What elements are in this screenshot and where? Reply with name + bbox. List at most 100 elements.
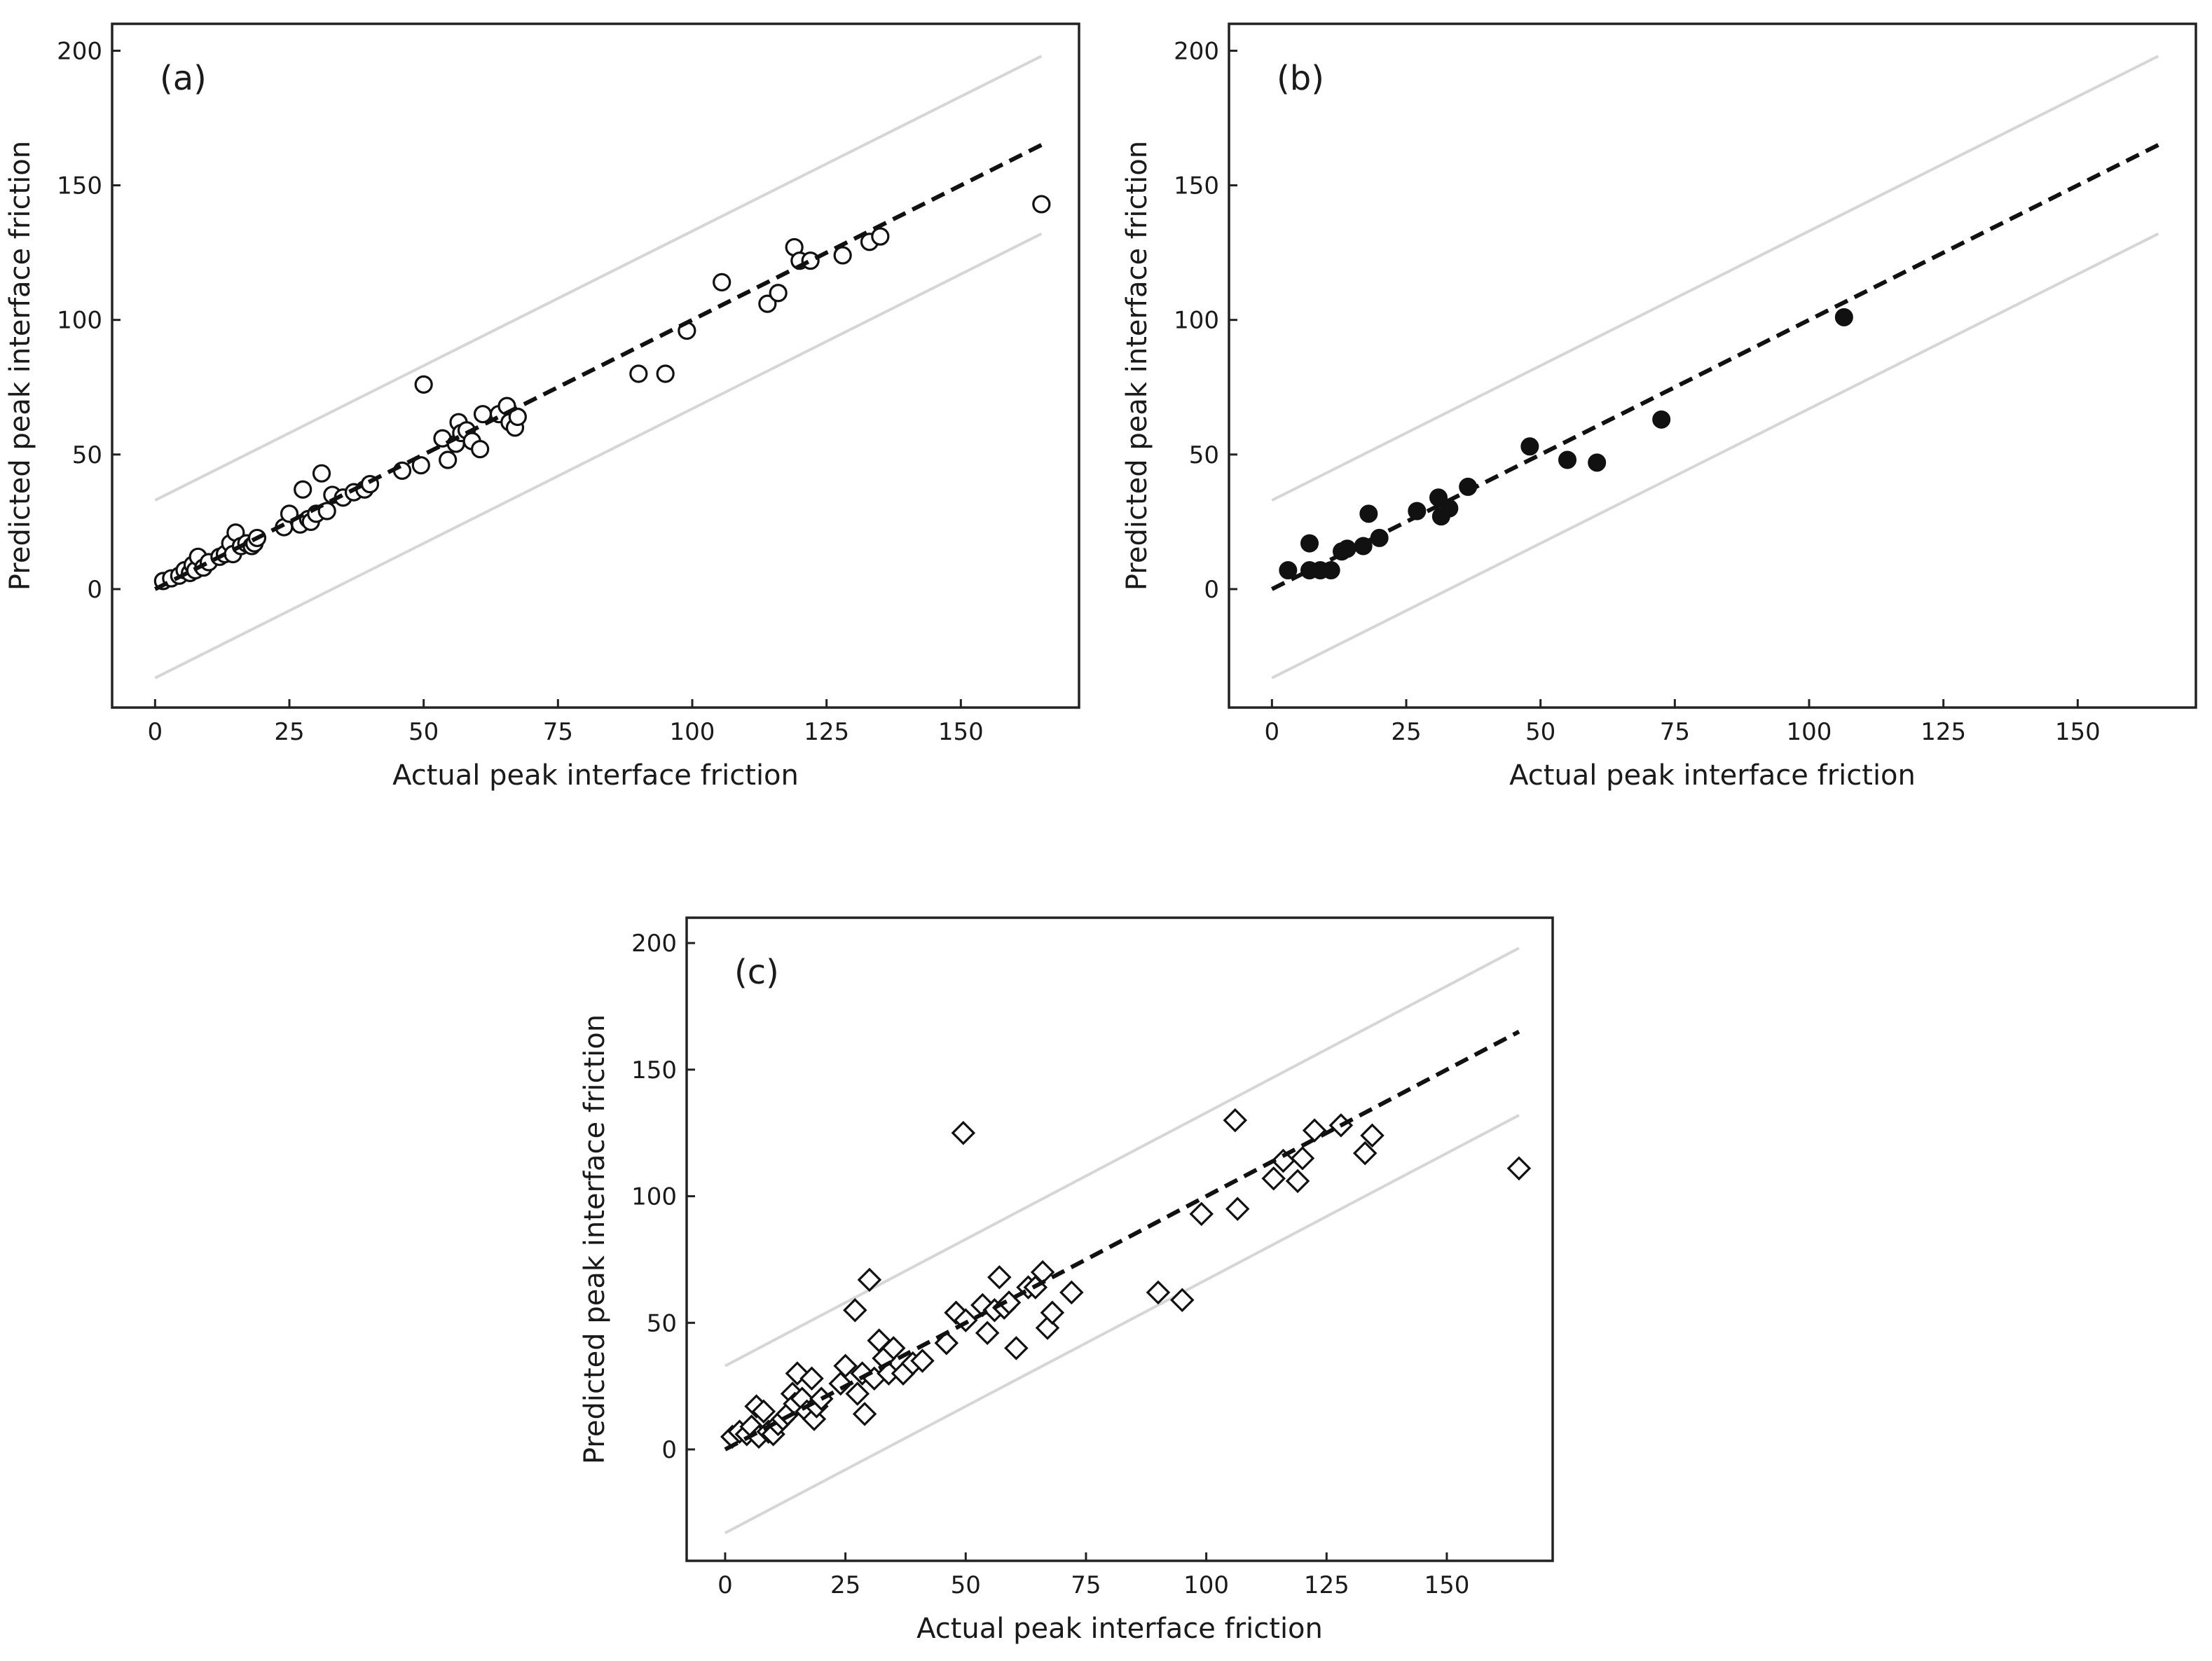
y-axis-title-b: Predicted peak interface friction (1121, 141, 1153, 591)
data-point-c (751, 1399, 776, 1424)
data-point-a (629, 364, 648, 383)
data-point-c (987, 1264, 1012, 1290)
x-tick-label-a: 150 (938, 718, 984, 746)
data-point-c (910, 1349, 935, 1373)
plot-frame-c (685, 916, 1554, 1562)
identity-line-b (1270, 143, 2159, 591)
x-tick-label-b: 100 (1787, 718, 1832, 746)
data-point-c (881, 1336, 906, 1360)
y-tick-label-b: 200 (1174, 37, 1219, 65)
data-point-b (1359, 504, 1378, 523)
plot-frame-b (1228, 22, 2197, 709)
y-axis-title-a: Predicted peak interface friction (4, 141, 36, 591)
data-point-c (852, 1402, 877, 1426)
x-tick-label-b: 25 (1391, 718, 1421, 746)
panel-label-c: (c) (734, 953, 779, 992)
y-tick-label-a: 50 (72, 441, 102, 469)
y-tick-label-c: 200 (631, 930, 677, 958)
x-tick-label-b: 125 (1921, 718, 1966, 746)
data-point-c (1290, 1146, 1315, 1171)
x-tick-label-c: 125 (1304, 1571, 1349, 1599)
y-tick-label-c: 100 (631, 1183, 677, 1211)
x-tick-label-c: 25 (830, 1571, 860, 1599)
x-tick-label-b: 75 (1660, 718, 1690, 746)
x-axis-title-c: Actual peak interface friction (916, 1613, 1323, 1645)
data-point-c (857, 1267, 882, 1293)
y-tick-label-b: 100 (1174, 307, 1219, 335)
data-point-a (414, 375, 433, 394)
data-point-b (1588, 453, 1607, 472)
data-point-b (1520, 437, 1539, 456)
data-point-c (1040, 1300, 1065, 1325)
x-tick-label-a: 125 (804, 718, 849, 746)
data-point-c (1059, 1280, 1084, 1305)
data-point-a (769, 284, 788, 303)
x-tick-label-c: 50 (951, 1571, 981, 1599)
y-tick-label-a: 150 (57, 172, 102, 200)
identity-line-a (153, 143, 1043, 591)
x-tick-label-b: 0 (1265, 718, 1280, 746)
data-point-a (312, 464, 331, 483)
x-tick-label-a: 75 (543, 718, 573, 746)
data-point-c (1285, 1169, 1310, 1194)
data-point-c (1352, 1140, 1378, 1166)
panel-label-a: (a) (160, 59, 207, 98)
data-point-b (1321, 561, 1340, 580)
data-point-a (439, 450, 458, 469)
x-tick-label-a: 0 (148, 718, 163, 746)
data-point-c (833, 1353, 858, 1378)
data-point-c (1360, 1123, 1385, 1148)
x-tick-label-a: 25 (274, 718, 304, 746)
y-tick-label-a: 0 (87, 576, 102, 604)
data-point-b (1558, 450, 1576, 469)
panel-b: 0 25 50 75 100 125 150 0 50 100 150 200 Actual peak … (1121, 22, 2197, 792)
panel-c: 0 25 50 75 100 125 150 0 50 100 150 200 Actual peak … (579, 916, 1554, 1645)
data-point-c (1225, 1197, 1250, 1221)
data-point-c (1261, 1166, 1286, 1191)
data-point-b (1652, 410, 1671, 429)
data-point-a (713, 273, 731, 291)
y-tick-label-c: 50 (647, 1309, 677, 1337)
data-point-a (294, 480, 312, 499)
data-point-c (1223, 1108, 1248, 1133)
lower-bound-line-b (1271, 232, 2159, 680)
data-point-a (471, 440, 490, 459)
data-point-c (1146, 1280, 1171, 1305)
data-point-c (975, 1321, 1000, 1345)
data-point-c (1004, 1336, 1029, 1360)
data-point-c (1189, 1201, 1214, 1227)
x-axis-title-a: Actual peak interface friction (392, 759, 799, 792)
data-point-c (1506, 1156, 1532, 1181)
data-point-a (871, 227, 890, 246)
upper-bound-line-c (724, 946, 1520, 1367)
x-tick-label-c: 100 (1183, 1571, 1229, 1599)
x-axis-title-b: Actual peak interface friction (1509, 759, 1916, 792)
x-tick-label-b: 150 (2055, 718, 2101, 746)
panel-a: 0 25 50 75 100 125 150 0 50 100 150 200 Actual peak … (4, 22, 1080, 792)
data-point-b (1834, 308, 1853, 326)
data-point-b (1300, 534, 1319, 553)
data-point-a (833, 246, 852, 265)
data-point-a (758, 294, 777, 313)
panel-label-b: (b) (1277, 59, 1324, 98)
plot-frame-a (111, 22, 1080, 709)
y-tick-label-a: 200 (57, 37, 102, 65)
data-point-a (656, 364, 675, 383)
data-point-a (411, 456, 430, 475)
lower-bound-line-c (724, 1114, 1520, 1535)
lower-bound-line-a (154, 232, 1043, 680)
identity-line-c (724, 1029, 1520, 1452)
y-tick-label-c: 150 (631, 1056, 677, 1084)
data-point-a (1032, 195, 1051, 214)
data-point-c (843, 1297, 867, 1323)
x-tick-label-a: 50 (408, 718, 439, 746)
y-tick-label-c: 0 (661, 1436, 677, 1464)
y-axis-title-c: Predicted peak interface friction (579, 1014, 611, 1464)
data-point-c (799, 1366, 824, 1391)
data-point-c (1271, 1148, 1296, 1173)
x-tick-label-c: 75 (1071, 1571, 1101, 1599)
upper-bound-line-b (1271, 55, 2159, 502)
x-tick-label-b: 50 (1525, 718, 1555, 746)
data-point-c (1170, 1288, 1195, 1313)
